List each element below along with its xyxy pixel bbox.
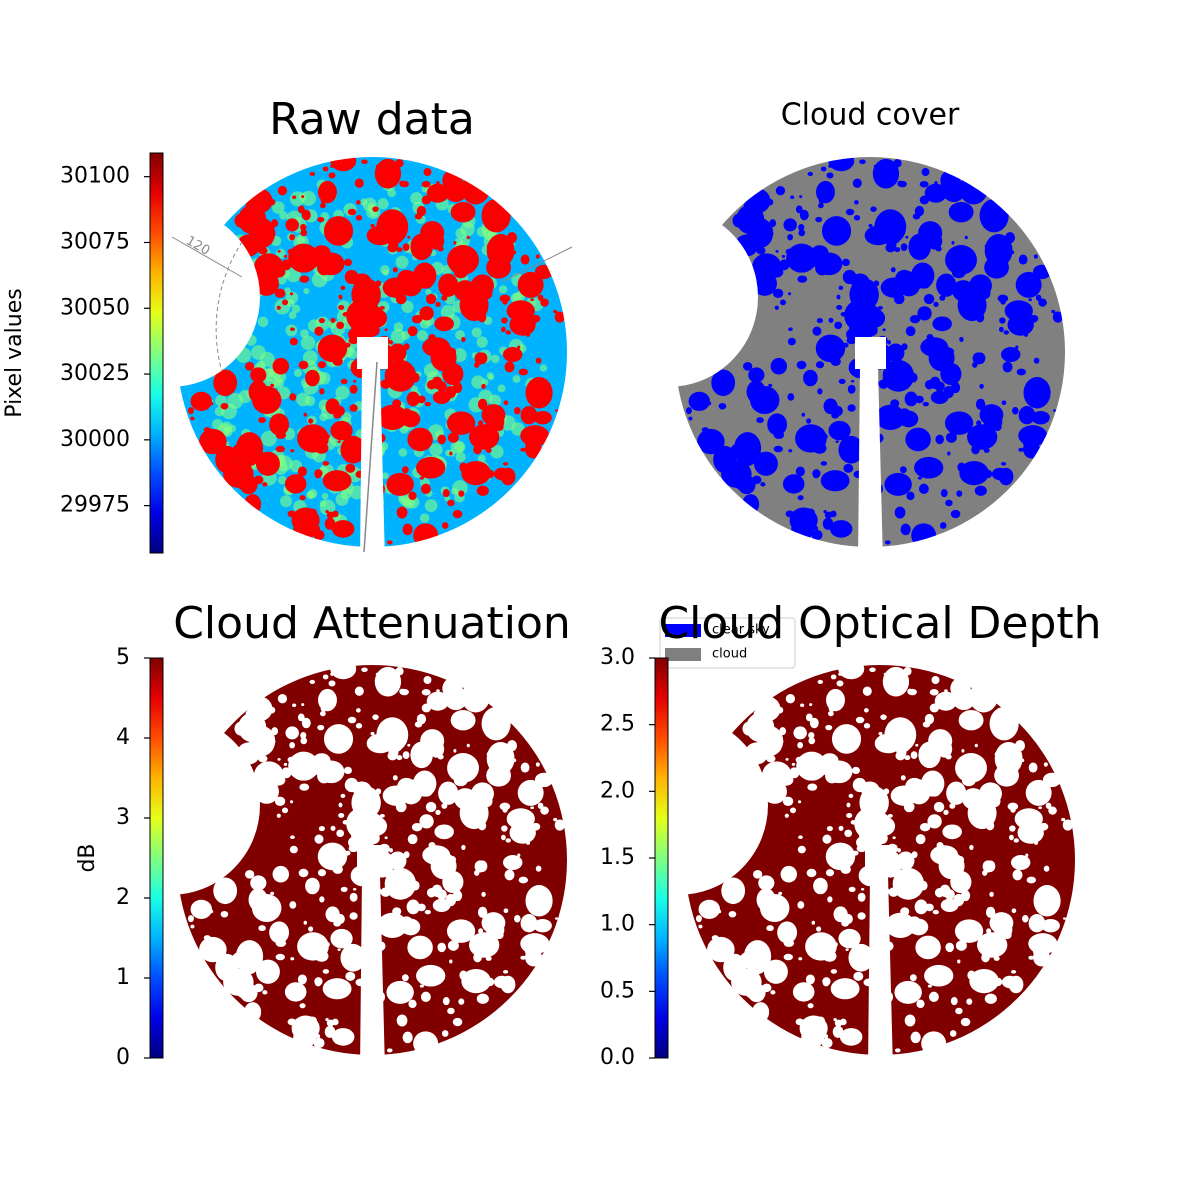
legend-swatch — [665, 648, 701, 661]
colorbar — [149, 152, 164, 554]
colorbar-tick-label: 4 — [116, 725, 130, 750]
colorbar-tick-label: 2.0 — [600, 778, 635, 803]
colorbar-tick-label: 1 — [116, 965, 130, 990]
sky-image — [173, 658, 567, 1056]
colorbar-tick-label: 30000 — [60, 427, 130, 452]
colorbar-tick-label: 3.0 — [600, 645, 635, 670]
legend-swatch — [665, 624, 701, 637]
colorbar-tick-label: 30075 — [60, 229, 130, 254]
colorbar-tick-label: 0.0 — [600, 1045, 635, 1070]
colorbar-tick-label: 3 — [116, 805, 130, 830]
azimuth-line — [363, 361, 378, 553]
sky-image — [681, 658, 1075, 1056]
panel-title: Raw data — [269, 94, 475, 145]
colorbar-tick-label: 29975 — [60, 493, 130, 518]
panel-title: Cloud Optical Depth — [658, 598, 1101, 649]
colorbar-tick-label: 0.5 — [600, 978, 635, 1003]
colorbar-tick-label: 30050 — [60, 295, 130, 320]
colorbar-tick-label: 2 — [116, 885, 130, 910]
legend-label: cloud — [712, 647, 747, 662]
elevation-circle — [215, 241, 243, 373]
azimuth-line — [501, 246, 573, 283]
sky-image — [671, 150, 1065, 548]
colorbar-tick-label: 1.0 — [600, 912, 635, 937]
colorbar-tick-label: 1.5 — [600, 845, 635, 870]
colorbar-tick-label: 30025 — [60, 361, 130, 386]
colorbar-tick-label: 0 — [116, 1045, 130, 1070]
colorbar-tick-label: 5 — [116, 645, 130, 670]
colorbar-label: Pixel values — [2, 288, 27, 417]
legend-label: clear sky — [712, 623, 770, 638]
colorbar — [654, 657, 669, 1059]
azimuth-line — [171, 236, 243, 278]
panel-title: Cloud Attenuation — [173, 598, 571, 649]
colorbar — [149, 657, 164, 1059]
colorbar-label: dB — [75, 843, 100, 872]
colorbar-tick-label: 30100 — [60, 164, 130, 189]
panel-title: Cloud cover — [781, 98, 960, 133]
colorbar-tick-label: 2.5 — [600, 712, 635, 737]
sky-image — [173, 150, 567, 548]
